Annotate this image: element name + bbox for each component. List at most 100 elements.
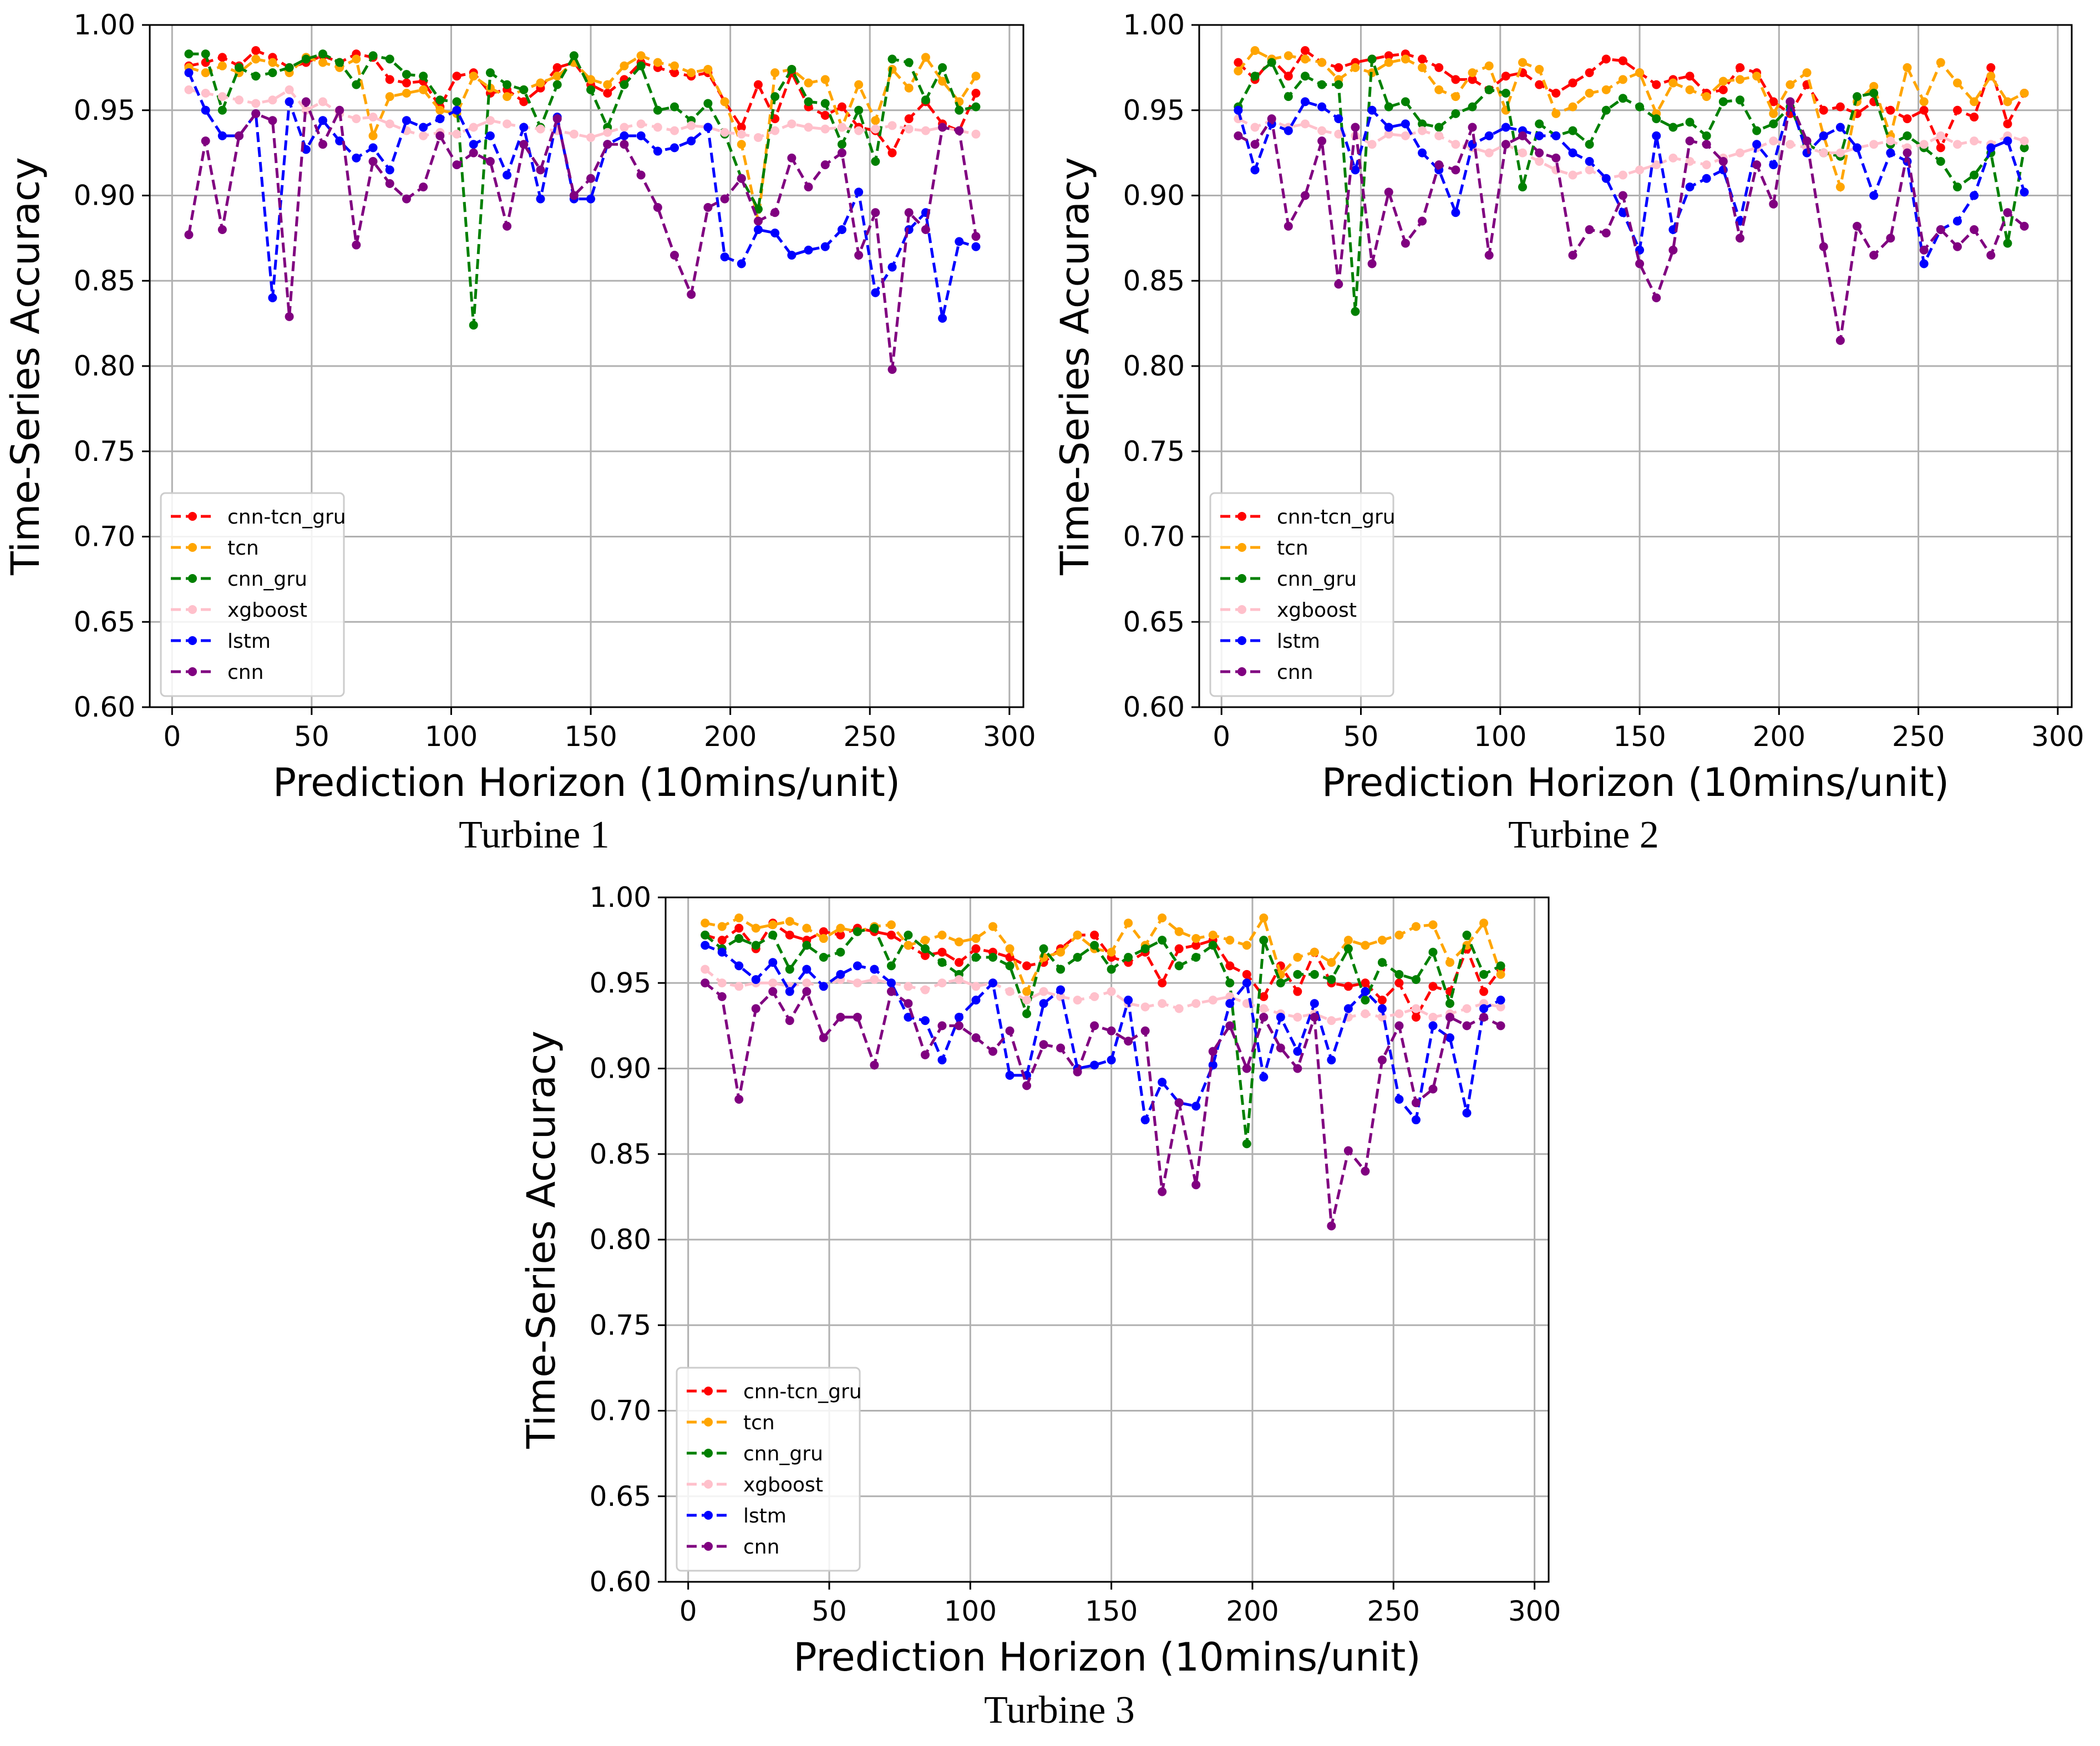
data-point (1535, 64, 1544, 74)
data-point (1259, 992, 1269, 1001)
data-point (1952, 242, 1962, 251)
data-point (1434, 160, 1444, 170)
x-tick-label: 300 (983, 720, 1036, 753)
data-point (1434, 85, 1444, 94)
data-point (1501, 140, 1510, 149)
y-axis-label: Time-Series Accuracy (3, 157, 48, 576)
data-point (954, 958, 963, 967)
data-point (419, 123, 428, 132)
data-point (1434, 131, 1444, 140)
data-point (1225, 978, 1235, 988)
data-point (1752, 160, 1762, 170)
data-point (318, 116, 327, 125)
data-point (837, 148, 846, 158)
data-point (503, 170, 512, 180)
data-point (469, 140, 478, 149)
data-point (1462, 1004, 1472, 1013)
data-point (1225, 1021, 1235, 1031)
data-point (1242, 941, 1251, 950)
data-point (1886, 234, 1895, 243)
data-point (1090, 1021, 1099, 1031)
data-point (937, 1055, 947, 1065)
x-axis-label: Prediction Horizon (10mins/unit) (273, 760, 900, 805)
data-point (787, 64, 797, 74)
data-point (1377, 1055, 1387, 1065)
data-point (251, 109, 261, 118)
legend-item: cnn_gru (687, 1443, 823, 1465)
y-tick-label: 1.00 (1123, 9, 1185, 41)
data-point (201, 105, 210, 115)
data-point (1769, 97, 1778, 106)
data-point (1124, 952, 1133, 962)
data-point (1107, 947, 1116, 957)
data-point (954, 937, 963, 947)
data-point (1293, 1012, 1302, 1022)
data-point (1284, 221, 1293, 231)
data-point (469, 123, 478, 132)
data-point (1300, 97, 1310, 106)
data-point (785, 917, 794, 926)
data-point (1394, 1009, 1404, 1018)
data-point (2003, 119, 2012, 129)
data-point (1428, 920, 1438, 930)
data-point (385, 75, 394, 84)
data-point (1568, 251, 1577, 260)
data-point (1903, 148, 1912, 158)
data-point (1585, 157, 1594, 166)
data-point (753, 80, 763, 89)
data-point (1718, 97, 1728, 106)
data-point (1310, 947, 1319, 957)
data-point (217, 105, 227, 115)
data-point (904, 114, 914, 124)
data-point (552, 72, 562, 81)
legend-marker (1237, 543, 1246, 552)
data-point (804, 97, 813, 106)
series-line (187, 101, 977, 370)
data-point (1191, 934, 1201, 943)
data-point (285, 63, 294, 72)
data-point (770, 229, 780, 238)
data-point (1618, 75, 1627, 84)
x-tick-label: 0 (163, 720, 181, 753)
data-point (201, 89, 210, 98)
data-point (1140, 1002, 1150, 1012)
data-point (318, 49, 327, 59)
legend-label: cnn-tcn_gru (743, 1380, 862, 1403)
data-point (1293, 1064, 1302, 1073)
data-point (1039, 987, 1048, 996)
data-point (1107, 965, 1116, 974)
data-point (1568, 126, 1577, 135)
data-point (1428, 982, 1438, 991)
data-point (1618, 94, 1627, 103)
x-tick-label: 150 (1613, 720, 1666, 753)
data-point (1361, 996, 1370, 1005)
data-point (1343, 936, 1353, 945)
data-point (687, 121, 696, 130)
data-point (1468, 68, 1477, 78)
data-point (1225, 936, 1235, 945)
series-cnn (1234, 97, 2029, 345)
data-point (753, 133, 763, 142)
data-point (1361, 1009, 1370, 1018)
data-point (1377, 1004, 1387, 1013)
data-point (1284, 126, 1293, 135)
data-point (854, 126, 864, 135)
data-point (1276, 1012, 1285, 1022)
data-point (904, 208, 914, 217)
data-point (1835, 148, 1845, 158)
data-point (937, 978, 947, 988)
data-point (1718, 85, 1728, 94)
data-point (819, 1033, 828, 1042)
y-axis-label: Time-Series Accuracy (519, 1031, 564, 1449)
data-point (1351, 165, 1360, 175)
data-point (717, 992, 727, 1001)
data-point (1293, 1047, 1302, 1056)
legend-marker (704, 1511, 713, 1520)
x-tick-label: 250 (1892, 720, 1945, 753)
data-point (620, 131, 629, 140)
data-point (636, 61, 646, 70)
data-point (1819, 105, 1828, 115)
data-point (603, 140, 612, 149)
data-point (1919, 140, 1929, 149)
legend-item: lstm (1220, 630, 1320, 653)
